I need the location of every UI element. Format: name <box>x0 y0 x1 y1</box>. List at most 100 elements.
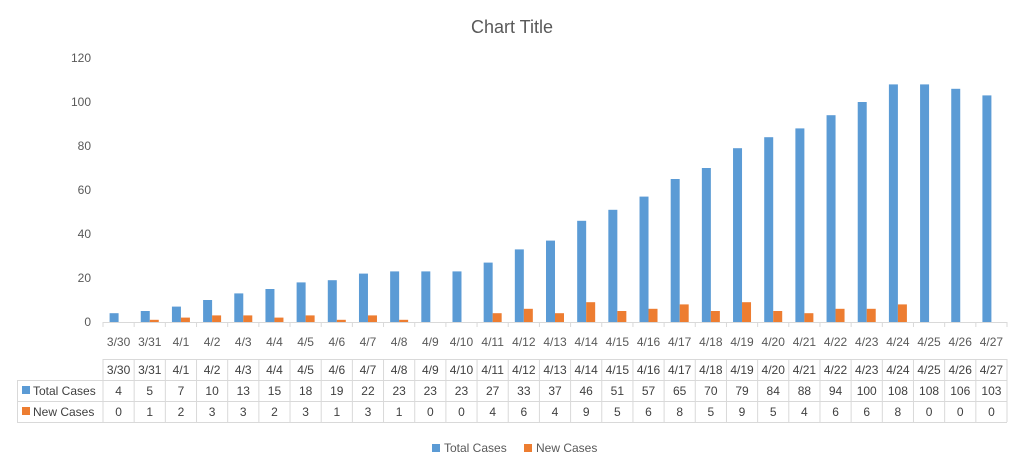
new-cases-bar <box>149 319 159 322</box>
table-value-cell: 1 <box>333 405 340 419</box>
new-cases-bar <box>897 304 907 322</box>
total-cases-bar <box>421 271 431 322</box>
table-header-cell: 4/4 <box>266 363 283 377</box>
total-cases-bar <box>733 148 743 322</box>
x-tick-label: 4/1 <box>173 335 190 349</box>
total-cases-bar <box>483 262 493 322</box>
table-header-cell: 4/19 <box>730 363 754 377</box>
y-tick-label: 0 <box>84 315 91 329</box>
table-value-cell: 3 <box>209 405 216 419</box>
table-header-cell: 3/30 <box>107 363 131 377</box>
x-tick-label: 4/3 <box>235 335 252 349</box>
total-cases-bar <box>951 88 961 322</box>
table-value-cell: 18 <box>299 384 313 398</box>
x-tick-label: 4/6 <box>328 335 345 349</box>
new-cases-bar <box>835 308 845 322</box>
table-value-cell: 88 <box>798 384 812 398</box>
table-header-cell: 4/15 <box>606 363 630 377</box>
table-header-cell: 4/23 <box>855 363 879 377</box>
y-tick-label: 80 <box>78 139 92 153</box>
total-cases-bar <box>109 313 119 322</box>
new-cases-bar <box>212 315 222 322</box>
table-header-cell: 4/11 <box>481 363 504 377</box>
table-header-cell: 4/12 <box>512 363 536 377</box>
table-value-cell: 10 <box>205 384 219 398</box>
table-header-cell: 4/6 <box>328 363 345 377</box>
new-cases-bar <box>804 313 814 322</box>
x-tick-label: 4/24 <box>886 335 910 349</box>
table-header-cell: 4/3 <box>235 363 252 377</box>
total-cases-table-key <box>22 386 30 394</box>
table-header-cell: 4/1 <box>173 363 190 377</box>
x-tick-label: 4/17 <box>668 335 692 349</box>
new-cases-bar <box>243 315 253 322</box>
table-header-cell: 4/27 <box>980 363 1004 377</box>
new-cases-bar <box>555 313 564 322</box>
new-cases-bar <box>679 304 689 322</box>
total-cases-bar <box>546 240 555 322</box>
y-tick-label: 60 <box>78 183 92 197</box>
total-cases-bar <box>982 95 992 323</box>
table-value-cell: 15 <box>268 384 282 398</box>
x-tick-label: 4/2 <box>204 335 221 349</box>
table-value-cell: 100 <box>857 384 877 398</box>
new-cases-bar <box>180 317 190 322</box>
x-tick-label: 4/13 <box>543 335 567 349</box>
x-tick-label: 4/26 <box>949 335 973 349</box>
chart-title: Chart Title <box>471 17 553 37</box>
table-value-cell: 9 <box>583 405 590 419</box>
table-value-cell: 3 <box>302 405 309 419</box>
y-tick-label: 120 <box>71 51 91 65</box>
total-cases-bar <box>795 128 805 322</box>
total-cases-bar <box>327 280 337 322</box>
table-header-cell: 4/25 <box>917 363 941 377</box>
table-header-cell: 4/9 <box>422 363 439 377</box>
total-cases-bar <box>764 137 774 322</box>
legend-new-cases-label: New Cases <box>536 441 597 455</box>
table-row-label: New Cases <box>33 405 94 419</box>
x-tick-label: 4/21 <box>793 335 817 349</box>
x-tick-label: 4/12 <box>512 335 536 349</box>
table-value-cell: 6 <box>645 405 652 419</box>
table-value-cell: 3 <box>365 405 372 419</box>
new-cases-bar <box>367 315 377 322</box>
new-cases-bar <box>648 308 658 322</box>
table-value-cell: 0 <box>988 405 995 419</box>
table-header-cell: 3/31 <box>138 363 162 377</box>
x-tick-label: 4/18 <box>699 335 723 349</box>
total-cases-bar <box>358 273 368 322</box>
y-tick-label: 40 <box>78 227 92 241</box>
x-tick-label: 4/25 <box>917 335 941 349</box>
y-tick-label: 20 <box>78 271 92 285</box>
x-tick-label: 4/23 <box>855 335 879 349</box>
total-cases-bar <box>203 300 213 322</box>
new-cases-table-key <box>22 407 30 415</box>
x-tick-label: 4/5 <box>297 335 314 349</box>
total-cases-bar <box>920 84 930 323</box>
legend-total-cases-label: Total Cases <box>444 441 507 455</box>
x-tick-label: 4/4 <box>266 335 283 349</box>
x-tick-label: 4/15 <box>606 335 630 349</box>
total-cases-bar <box>265 289 275 322</box>
total-cases-bar <box>639 196 649 322</box>
table-value-cell: 13 <box>237 384 251 398</box>
table-value-cell: 0 <box>957 405 964 419</box>
table-value-cell: 84 <box>767 384 781 398</box>
table-value-cell: 2 <box>178 405 185 419</box>
new-cases-bar <box>523 308 533 322</box>
x-axis-ticks: 3/30 3/31 4/1 4/2 4/3 4/4 4/5 4/6 4/7 4/8 4/9 4/10 4… <box>102 322 1008 349</box>
total-cases-bar <box>857 102 867 322</box>
table-row-label: Total Cases <box>33 384 96 398</box>
table-value-cell: 108 <box>919 384 939 398</box>
x-tick-label: 4/14 <box>574 335 598 349</box>
table-header-cell: 4/24 <box>886 363 910 377</box>
table-header-cell: 4/18 <box>699 363 723 377</box>
new-cases-bar <box>710 311 720 322</box>
total-cases-bar <box>826 115 836 322</box>
x-tick-label: 4/16 <box>637 335 661 349</box>
new-cases-bar <box>492 313 502 322</box>
table-value-cell: 23 <box>455 384 469 398</box>
legend: Total Cases New Cases <box>432 441 597 455</box>
table-value-cell: 65 <box>673 384 687 398</box>
total-cases-bar <box>888 84 898 323</box>
